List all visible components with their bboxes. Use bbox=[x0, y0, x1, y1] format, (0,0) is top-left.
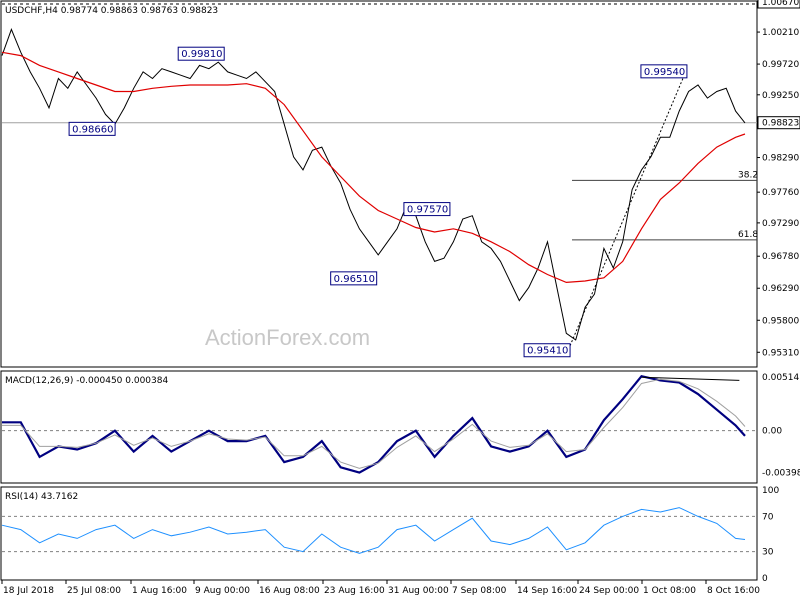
y-tick-label: 0.99250 bbox=[762, 91, 799, 101]
x-tick-label: 31 Aug 00:00 bbox=[388, 586, 449, 596]
price-annotation-label: 0.98660 bbox=[72, 124, 113, 135]
macd-layer: 0.005141 0.00 -0.003982 bbox=[2, 373, 800, 478]
x-tick-label: 16 Aug 08:00 bbox=[259, 586, 320, 596]
macd-line bbox=[2, 374, 746, 474]
watermark: ActionForex.com bbox=[205, 325, 370, 350]
x-tick-label: 9 Aug 00:00 bbox=[195, 586, 250, 596]
fib-label: 61.8 bbox=[738, 230, 758, 240]
main-series bbox=[1, 28, 746, 341]
top-price-badge bbox=[757, 0, 800, 9]
y-tick-label: 0.97290 bbox=[762, 219, 799, 229]
rsi-line bbox=[1, 507, 746, 554]
rsi-y-tick-label: 0 bbox=[762, 574, 768, 584]
current-price-badge bbox=[757, 116, 800, 130]
price-annotation-box bbox=[640, 64, 688, 79]
signal-line bbox=[2, 378, 746, 469]
rsi-y-tick-label: 30 bbox=[762, 548, 774, 558]
fib-label: 38.2 bbox=[738, 170, 758, 180]
rsi-panel bbox=[0, 486, 758, 581]
x-tick-label: 18 Jul 2018 bbox=[3, 586, 54, 596]
y-tick-label: 0.98290 bbox=[762, 154, 799, 164]
price-annotations: 0.99810 0.98660 0.97570 0.96510 0.95410 0.995… bbox=[68, 46, 688, 358]
y-tick-label: 0.95800 bbox=[762, 316, 799, 326]
y-tick-label: 0.97760 bbox=[762, 188, 799, 198]
x-tick-label: 1 Oct 08:00 bbox=[643, 586, 696, 596]
price-annotation-box bbox=[177, 46, 225, 61]
x-tick-label: 8 Oct 16:00 bbox=[707, 586, 760, 596]
x-axis: 18 Jul 2018 25 Jul 08:00 1 Aug 16:00 9 Aug … bbox=[1, 580, 760, 596]
price-annotation-box bbox=[330, 271, 378, 286]
y-tick-label: 1.00670 bbox=[762, 0, 799, 8]
macd-trend-line bbox=[641, 376, 740, 381]
y-tick-label: 0.98823 bbox=[762, 119, 799, 129]
price-annotation-label: 0.95410 bbox=[527, 346, 568, 357]
price-annotation-box bbox=[403, 202, 451, 217]
rsi-y-tick-label: 100 bbox=[762, 486, 779, 496]
macd-panel bbox=[0, 370, 758, 484]
main-title: USDCHF,H4 0.98774 0.98863 0.98763 0.9882… bbox=[5, 6, 218, 16]
main-panel bbox=[0, 0, 758, 368]
macd-y-tick-label: -0.003982 bbox=[762, 468, 800, 478]
price-annotation-label: 0.99540 bbox=[644, 67, 685, 78]
y-tick-label: 0.99720 bbox=[762, 60, 799, 70]
y-tick-label: 1.00210 bbox=[762, 28, 799, 38]
x-tick-label: 23 Aug 16:00 bbox=[324, 586, 385, 596]
main-y-axis: 1.00670 1.00210 0.99720 0.99250 0.98823 0.982… bbox=[757, 0, 800, 358]
y-tick-label: 0.96780 bbox=[762, 252, 799, 262]
x-tick-label: 1 Aug 16:00 bbox=[132, 586, 187, 596]
macd-y-tick-label: 0.00 bbox=[762, 427, 782, 437]
macd-title: MACD(12,26,9) -0.000450 0.000384 bbox=[5, 376, 168, 386]
y-tick-label: 0.95310 bbox=[762, 348, 799, 358]
macd-y-tick-label: 0.005141 bbox=[762, 373, 800, 383]
x-tick-label: 7 Sep 08:00 bbox=[452, 586, 507, 596]
price-annotation-label: 0.97570 bbox=[407, 205, 448, 216]
price-annotation-label: 0.99810 bbox=[181, 49, 222, 60]
x-tick-label: 25 Jul 08:00 bbox=[67, 586, 121, 596]
rsi-layer: 100 70 30 0 bbox=[1, 486, 779, 584]
y-tick-label: 0.96290 bbox=[762, 284, 799, 294]
moving-average-line bbox=[1, 51, 746, 284]
price-annotation-box bbox=[68, 121, 116, 136]
rsi-title: RSI(14) 43.7162 bbox=[5, 492, 78, 502]
x-tick-label: 14 Sep 16:00 bbox=[517, 586, 577, 596]
price-annotation-label: 0.96510 bbox=[334, 274, 375, 285]
price-line bbox=[1, 28, 746, 341]
x-tick-label: 24 Sep 00:00 bbox=[579, 586, 639, 596]
rsi-y-tick-label: 70 bbox=[762, 512, 774, 522]
price-annotation-box bbox=[523, 343, 571, 358]
